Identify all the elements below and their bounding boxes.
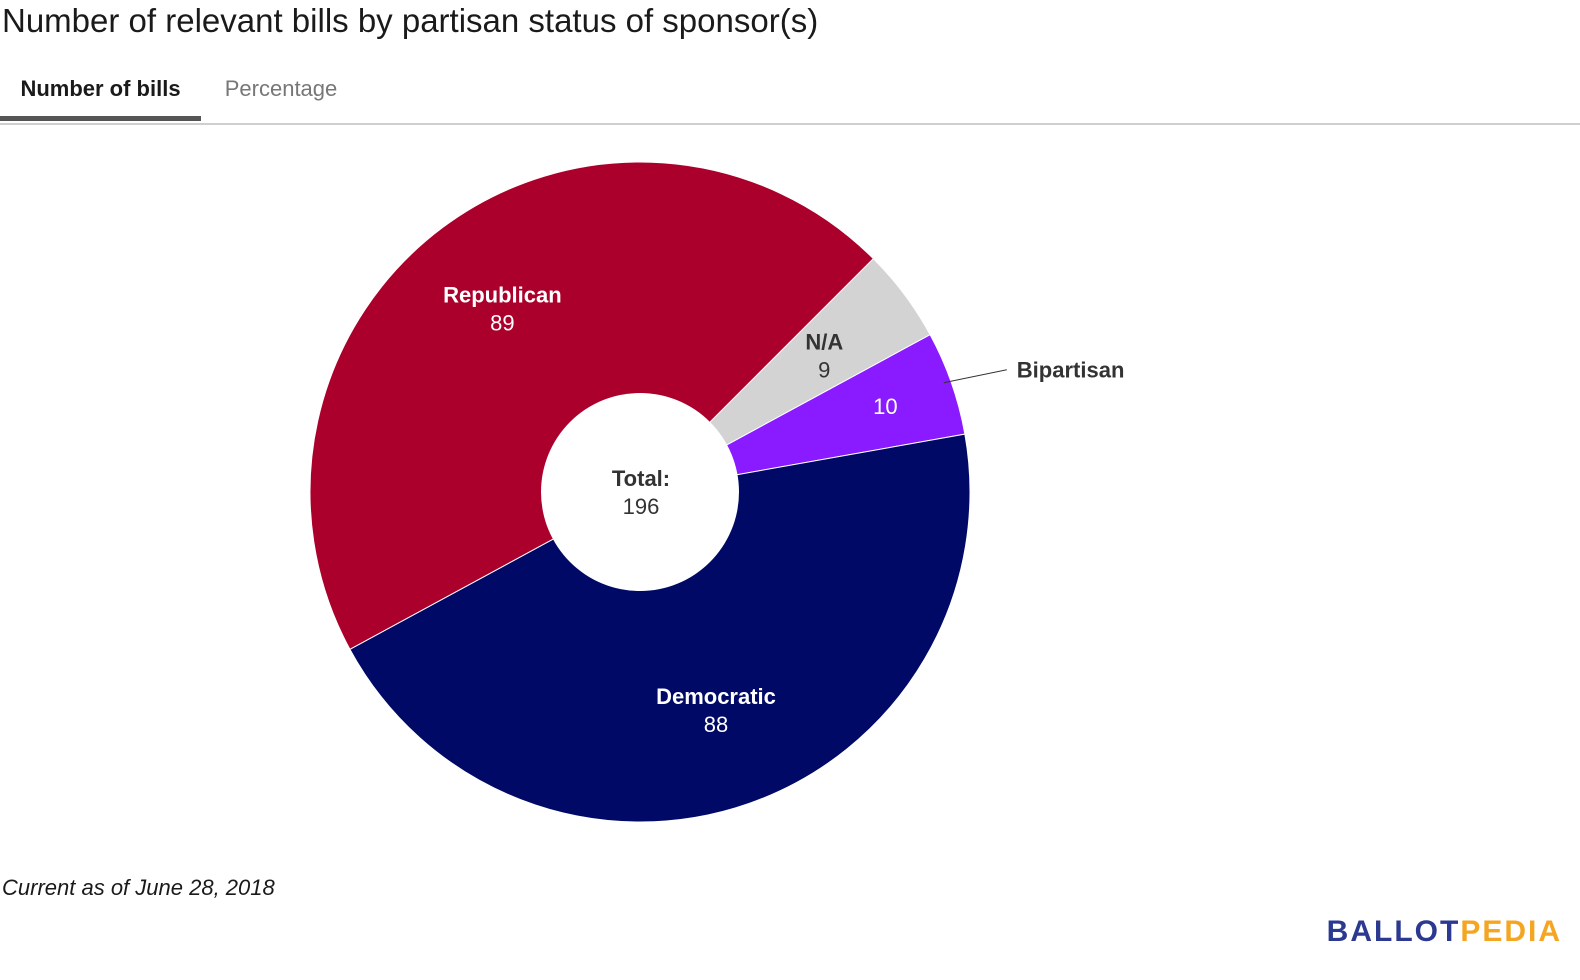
slice-n-a-value: 9 bbox=[818, 357, 830, 382]
logo-part-ballot: BALLOT bbox=[1326, 915, 1461, 948]
slice-n-a-label: N/A bbox=[805, 329, 843, 354]
slice-democratic[interactable] bbox=[349, 433, 971, 823]
ballotpedia-logo: BALLOTPEDIA bbox=[1327, 915, 1562, 949]
slice-democratic-label: Democratic bbox=[656, 684, 776, 709]
tab-percentage[interactable]: Percentage bbox=[224, 76, 338, 101]
slice-bipartisan-leader-line bbox=[943, 369, 1007, 384]
slice-bipartisan-value: 10 bbox=[873, 394, 897, 419]
footnote: Current as of June 28, 2018 bbox=[2, 875, 275, 900]
labels-layer: N/A 9 10 Bipartisan Democratic 88 Republican 89 bbox=[443, 283, 1124, 737]
tab-number-of-bills[interactable]: Number of bills bbox=[0, 60, 201, 121]
slice-republican-value: 89 bbox=[490, 311, 514, 336]
donut-hole bbox=[541, 393, 739, 591]
center-total-value: 196 bbox=[623, 494, 660, 519]
slice-republican-label: Republican bbox=[443, 283, 562, 308]
slice-bipartisan-label: Bipartisan bbox=[1017, 358, 1125, 383]
slice-democratic-value: 88 bbox=[704, 712, 728, 737]
tab-bar: Number of bills Percentage bbox=[0, 60, 1580, 125]
logo-part-pedia: PEDIA bbox=[1460, 915, 1562, 948]
chart-title: Number of relevant bills by partisan sta… bbox=[2, 2, 819, 39]
center-total-label: Total: bbox=[612, 466, 670, 491]
